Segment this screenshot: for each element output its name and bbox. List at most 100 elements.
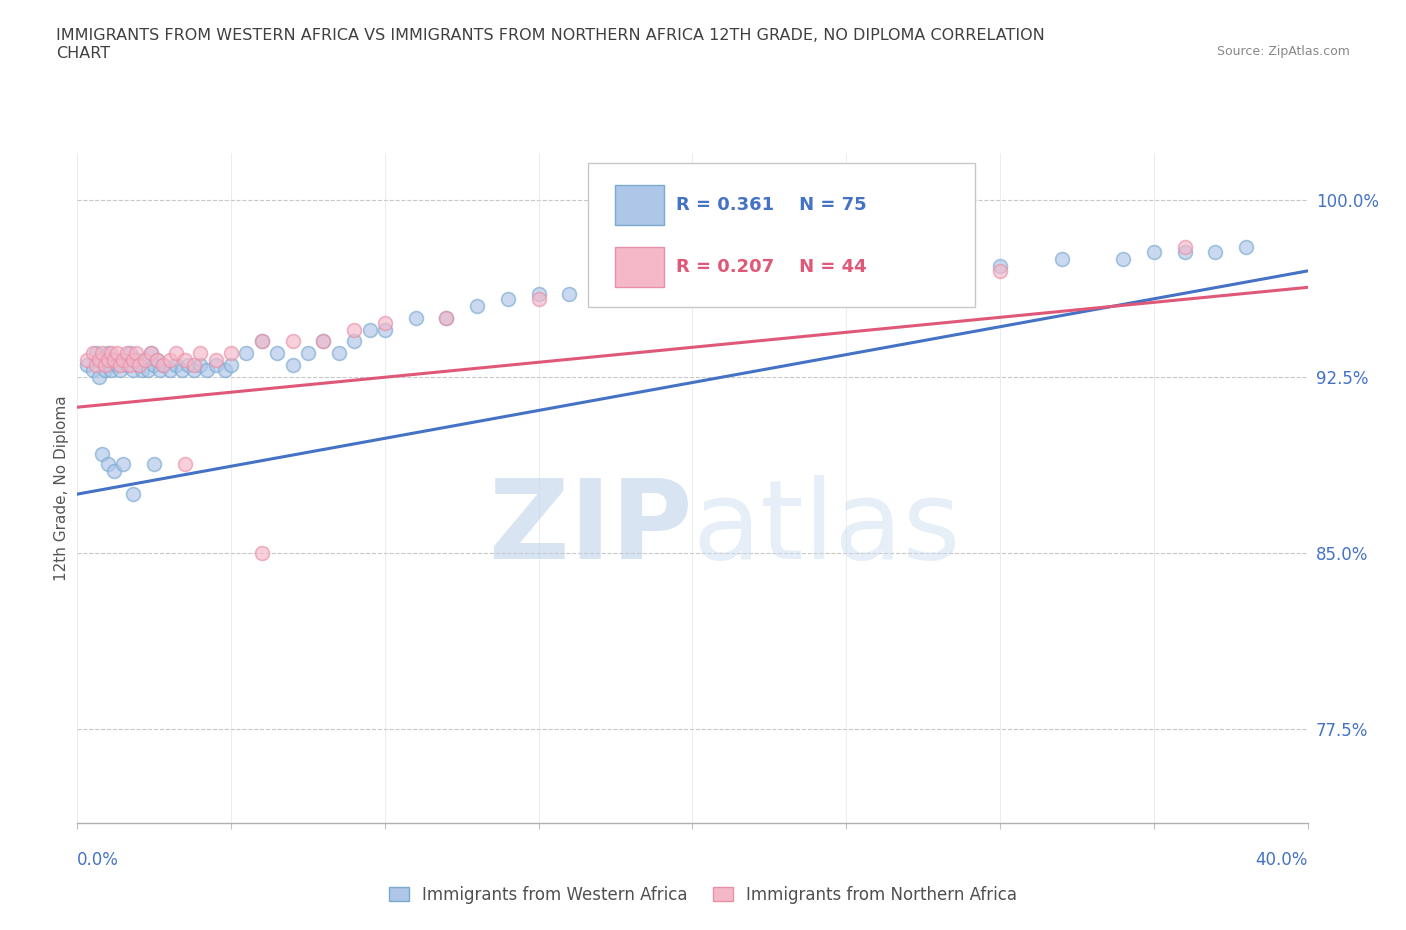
Text: R = 0.361    N = 75: R = 0.361 N = 75 xyxy=(676,196,868,214)
Point xyxy=(100,346,122,361)
Point xyxy=(136,362,159,377)
Point xyxy=(188,346,212,361)
Point xyxy=(496,292,519,307)
Point xyxy=(84,346,107,361)
Point xyxy=(235,346,257,361)
Point xyxy=(281,357,304,372)
Point xyxy=(112,352,135,367)
Point xyxy=(711,268,734,283)
Point xyxy=(1050,252,1073,267)
Point xyxy=(374,315,396,330)
Point xyxy=(128,357,150,372)
Point xyxy=(1204,245,1226,259)
Legend: Immigrants from Western Africa, Immigrants from Northern Africa: Immigrants from Western Africa, Immigran… xyxy=(382,879,1024,910)
Point xyxy=(312,334,335,349)
Point xyxy=(94,357,117,372)
Point xyxy=(121,352,143,367)
Point xyxy=(90,346,114,361)
Point xyxy=(112,352,135,367)
Point xyxy=(141,346,163,361)
Point xyxy=(312,334,335,349)
Point xyxy=(118,357,141,372)
Point xyxy=(115,357,138,372)
Text: atlas: atlas xyxy=(693,475,960,582)
Point xyxy=(558,287,581,302)
Point xyxy=(928,259,950,273)
FancyBboxPatch shape xyxy=(588,164,976,308)
Point xyxy=(195,362,218,377)
Point xyxy=(128,357,150,372)
Point xyxy=(84,357,107,372)
Point xyxy=(988,259,1011,273)
Point xyxy=(143,357,166,372)
FancyBboxPatch shape xyxy=(614,185,664,225)
Point xyxy=(682,275,704,290)
Point xyxy=(121,486,143,501)
Point xyxy=(266,346,288,361)
Point xyxy=(146,352,169,367)
Point xyxy=(152,357,174,372)
Point xyxy=(773,263,796,278)
Point xyxy=(682,275,704,290)
Point xyxy=(183,357,205,372)
Point xyxy=(188,357,212,372)
Point xyxy=(742,268,765,283)
Point xyxy=(343,334,366,349)
Point xyxy=(125,346,148,361)
Point xyxy=(281,334,304,349)
Point xyxy=(143,456,166,471)
Point xyxy=(125,352,148,367)
Point xyxy=(405,311,427,325)
Point xyxy=(436,311,458,325)
Point xyxy=(1112,252,1135,267)
Text: ZIP: ZIP xyxy=(489,475,693,582)
Point xyxy=(131,362,153,377)
Point xyxy=(174,352,197,367)
Point xyxy=(988,263,1011,278)
Point xyxy=(97,346,120,361)
Point xyxy=(159,362,181,377)
Point xyxy=(134,352,156,367)
Point xyxy=(1174,240,1197,255)
Point xyxy=(82,346,104,361)
Point xyxy=(90,352,114,367)
Point xyxy=(112,456,135,471)
Text: CHART: CHART xyxy=(56,46,110,61)
Text: 40.0%: 40.0% xyxy=(1256,851,1308,870)
Point xyxy=(374,322,396,337)
Point xyxy=(250,545,273,560)
Point xyxy=(97,456,120,471)
Point xyxy=(219,346,242,361)
Point xyxy=(121,362,143,377)
Point xyxy=(94,362,117,377)
Point xyxy=(170,362,193,377)
Point xyxy=(183,362,205,377)
Point xyxy=(165,357,187,372)
Point xyxy=(204,352,226,367)
Point xyxy=(250,334,273,349)
Point xyxy=(1234,240,1257,255)
Point xyxy=(110,357,132,372)
Point xyxy=(343,322,366,337)
Point xyxy=(174,456,197,471)
Point xyxy=(165,346,187,361)
FancyBboxPatch shape xyxy=(614,247,664,287)
Point xyxy=(1174,245,1197,259)
Point xyxy=(1143,245,1166,259)
Point xyxy=(804,268,827,283)
Point xyxy=(76,357,98,372)
Point xyxy=(527,287,550,302)
Point xyxy=(527,292,550,307)
Point xyxy=(436,311,458,325)
Point xyxy=(87,369,110,384)
Point xyxy=(620,283,643,298)
Point xyxy=(141,346,163,361)
Point xyxy=(152,357,174,372)
Point xyxy=(465,299,488,313)
Point xyxy=(620,283,643,298)
Point xyxy=(146,352,169,367)
Point xyxy=(115,346,138,361)
Point xyxy=(250,334,273,349)
Point xyxy=(118,346,141,361)
Point xyxy=(651,275,673,290)
